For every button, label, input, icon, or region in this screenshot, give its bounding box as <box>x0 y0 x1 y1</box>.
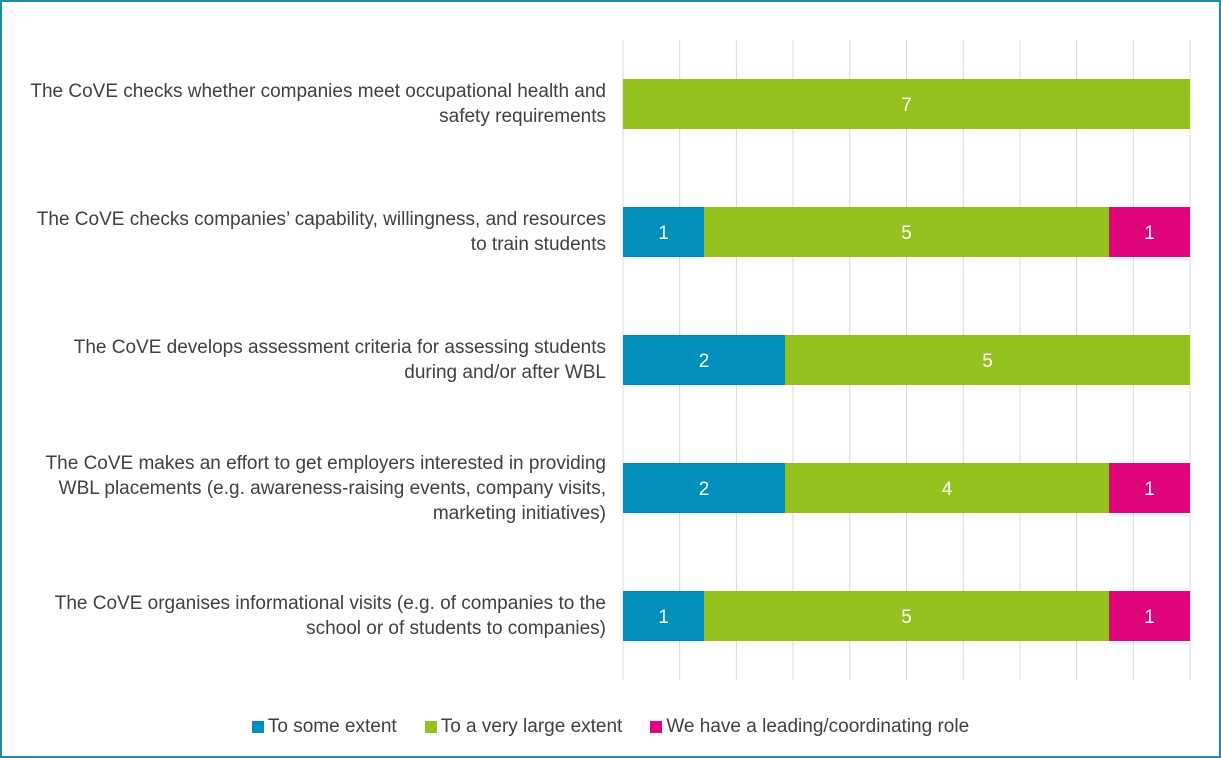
legend-label: To a very large extent <box>440 716 623 737</box>
category-label: The CoVE checks companies’ capability, w… <box>36 209 606 255</box>
bar-segment <box>1109 207 1190 257</box>
data-label: 5 <box>901 607 912 628</box>
data-label: 1 <box>1144 223 1155 244</box>
category-label: The CoVE develops assessment criteria fo… <box>73 337 606 383</box>
category-label: The CoVE organises informational visits … <box>54 593 606 639</box>
bar-segment <box>704 591 1109 641</box>
bar-segment <box>623 207 704 257</box>
bar-segment <box>785 463 1109 513</box>
data-label: 1 <box>658 223 669 244</box>
legend-swatch <box>650 721 663 733</box>
category-label: The CoVE checks whether companies meet o… <box>30 81 606 127</box>
data-label: 2 <box>699 479 710 500</box>
bar-segment <box>623 79 1190 129</box>
bar-segment <box>704 207 1109 257</box>
legend-swatch <box>424 721 437 733</box>
category-label: The CoVE makes an effort to get employer… <box>45 452 606 524</box>
legend: To some extent To a very large extent We h… <box>2 716 1219 738</box>
data-label: 5 <box>982 351 993 372</box>
data-label: 1 <box>1144 607 1155 628</box>
bar-segment <box>785 335 1190 385</box>
bar-segment <box>1109 463 1190 513</box>
data-label: 4 <box>942 479 953 500</box>
legend-item: To some extent <box>251 716 397 738</box>
bar-segment <box>623 335 785 385</box>
data-label: 2 <box>699 351 710 372</box>
bar-segment <box>623 463 785 513</box>
data-label: 1 <box>658 607 669 628</box>
bar-segment <box>1109 591 1190 641</box>
legend-label: To some extent <box>267 716 397 737</box>
legend-item: To a very large extent <box>424 716 623 738</box>
legend-label: We have a leading/coordinating role <box>666 716 970 737</box>
legend-swatch <box>251 721 264 733</box>
legend-item: We have a leading/coordinating role <box>650 716 969 738</box>
data-label: 7 <box>901 95 912 116</box>
data-label: 5 <box>901 223 912 244</box>
bar-segment <box>623 591 704 641</box>
data-label: 1 <box>1144 479 1155 500</box>
